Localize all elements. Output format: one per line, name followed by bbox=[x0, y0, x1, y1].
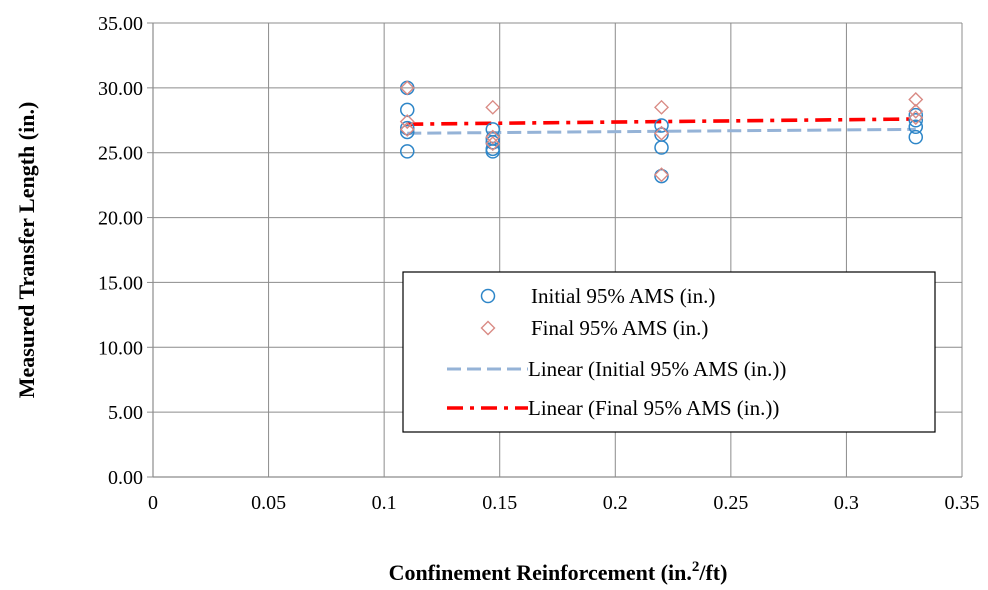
trendline-final bbox=[407, 117, 916, 126]
initial-data-point bbox=[400, 124, 415, 140]
x-tick-label: 0.35 bbox=[945, 492, 980, 514]
y-axis-title: Measured Transfer Length (in.) bbox=[14, 102, 39, 399]
final-data-point bbox=[399, 114, 415, 130]
initial-data-point bbox=[908, 113, 924, 128]
legend: Initial 95% AMS (in.) Final 95% AMS (in.)… bbox=[402, 271, 936, 433]
final-data-point bbox=[908, 110, 924, 126]
final-data-point bbox=[399, 80, 415, 96]
initial-data-point bbox=[400, 144, 415, 159]
final-data-point bbox=[485, 136, 501, 152]
x-tick-label: 0.1 bbox=[372, 492, 397, 514]
tick-labels: 0 0.05 0.1 0.15 0.2 0.25 0.3 0.35 0.00 5.00 10.00 1… bbox=[98, 13, 980, 514]
x-axis-title-main: Confinement Reinforcement (in. bbox=[389, 560, 692, 585]
y-tick-label: 0.00 bbox=[108, 467, 143, 489]
y-tick-label: 10.00 bbox=[98, 337, 143, 359]
final-data-point bbox=[908, 103, 924, 119]
legend-box bbox=[402, 271, 936, 433]
x-tick-label: 0.2 bbox=[603, 492, 628, 514]
x-tick-label: 0.15 bbox=[482, 492, 517, 514]
final-data-point bbox=[654, 125, 670, 141]
legend-label: Linear (Final 95% AMS (in.)) bbox=[528, 396, 779, 420]
axes bbox=[147, 22, 962, 478]
x-axis-title: Confinement Reinforcement (in.2/ft) bbox=[389, 559, 728, 585]
x-tick-label: 0.25 bbox=[713, 492, 748, 514]
data-points bbox=[399, 80, 924, 184]
initial-data-point bbox=[654, 140, 669, 155]
initial-data-point bbox=[908, 107, 924, 123]
x-tick-label: 0.3 bbox=[834, 492, 859, 514]
y-tick-label: 25.00 bbox=[98, 143, 143, 165]
y-tick-label: 15.00 bbox=[98, 272, 143, 294]
final-data-point bbox=[908, 92, 924, 108]
final-data-point bbox=[399, 121, 415, 137]
y-tick-label: 35.00 bbox=[98, 13, 143, 35]
y-tick-label: 30.00 bbox=[98, 78, 143, 100]
legend-marker-swatch bbox=[480, 320, 496, 336]
final-data-point bbox=[654, 99, 670, 115]
initial-data-point bbox=[400, 102, 415, 118]
initial-data-point bbox=[654, 168, 669, 184]
legend-marker-swatch bbox=[480, 288, 496, 304]
y-tick-label: 5.00 bbox=[108, 402, 143, 424]
x-axis-title-tail: /ft) bbox=[698, 560, 727, 585]
y-tick-label: 20.00 bbox=[98, 208, 143, 230]
legend-label: Linear (Initial 95% AMS (in.)) bbox=[528, 357, 786, 381]
legend-label: Initial 95% AMS (in.) bbox=[531, 284, 715, 308]
initial-data-point bbox=[654, 118, 669, 133]
final-data-point bbox=[485, 99, 501, 115]
x-axis-title-superscript: 2 bbox=[692, 559, 700, 575]
initial-data-point bbox=[485, 144, 501, 159]
x-tick-label: 0.05 bbox=[251, 492, 286, 514]
x-tick-label: 0 bbox=[148, 492, 158, 514]
initial-data-point bbox=[485, 135, 501, 150]
final-data-point bbox=[485, 129, 501, 145]
initial-data-point bbox=[908, 129, 924, 145]
initial-data-point bbox=[908, 119, 924, 135]
final-data-point bbox=[654, 167, 670, 183]
legend-label: Final 95% AMS (in.) bbox=[531, 316, 708, 340]
initial-data-point bbox=[400, 120, 415, 136]
